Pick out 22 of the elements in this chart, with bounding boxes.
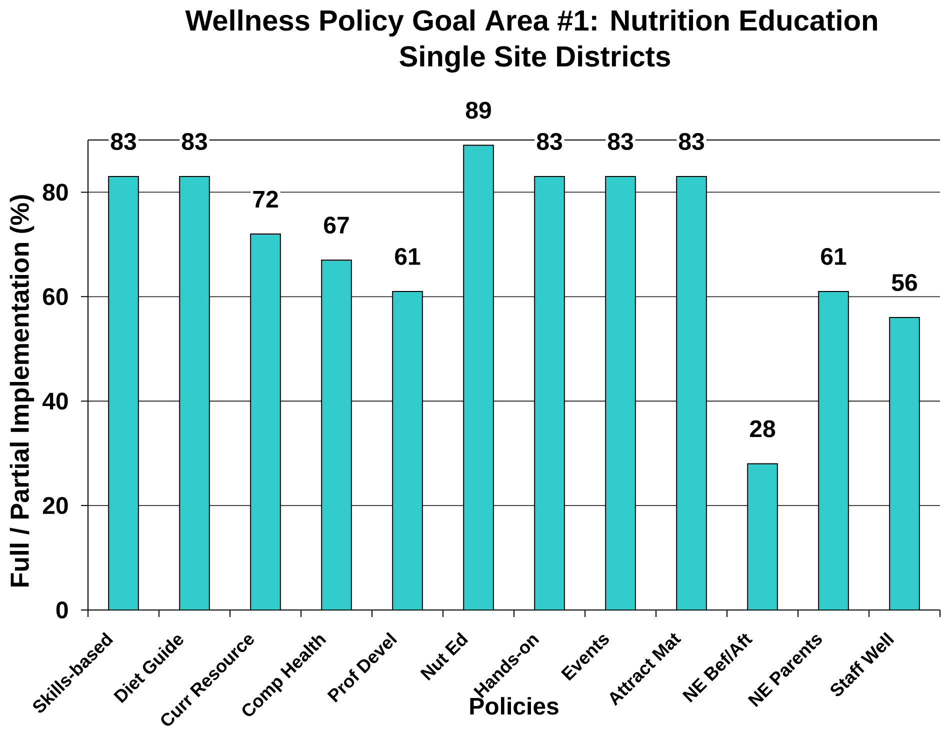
y-tick-label: 20	[42, 497, 68, 514]
chart-title: Wellness Policy Goal Area #1: Nutrition Education	[185, 9, 877, 37]
chart-subtitle: Single Site Districts	[400, 45, 670, 73]
y-tick-label: 60	[42, 288, 68, 306]
x-axis-title: Policies	[470, 697, 558, 715]
data-label: 83	[182, 133, 207, 150]
data-label: 67	[324, 216, 349, 234]
data-label: 89	[466, 102, 491, 119]
data-label: 56	[892, 274, 917, 292]
data-label: 61	[821, 248, 846, 265]
y-tick-label: 0	[56, 601, 68, 618]
data-label: 61	[395, 248, 420, 265]
data-label: 28	[750, 420, 776, 438]
y-tick-label: 80	[42, 184, 68, 201]
data-label: 83	[536, 133, 562, 150]
data-label: 72	[253, 190, 278, 208]
data-label: 83	[110, 133, 136, 150]
data-label: 83	[678, 133, 704, 150]
y-axis-title: Full / Partial Implementation (%)	[10, 195, 34, 586]
x-tick-label: Nut Ed	[420, 632, 468, 681]
data-label: 83	[608, 133, 633, 150]
y-tick-label: 40	[42, 392, 68, 410]
